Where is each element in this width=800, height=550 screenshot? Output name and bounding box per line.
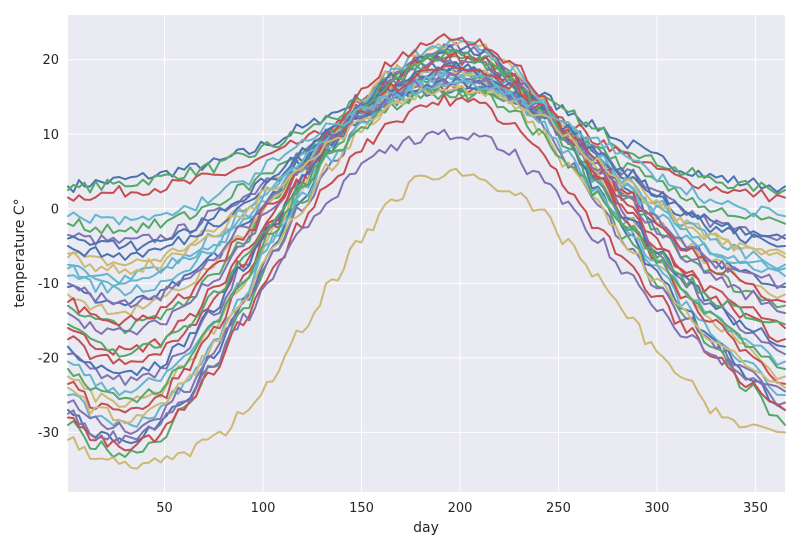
y-tick-labels: -30 -20 -10 0 10 20 [38, 53, 59, 441]
y-tick-label: 10 [42, 128, 59, 143]
series-line-33 [67, 64, 786, 327]
series-line-28 [67, 128, 786, 445]
y-tick-label: -30 [38, 426, 59, 441]
x-tick-label: 50 [156, 501, 173, 516]
x-axis-label: day [413, 520, 439, 536]
x-tick-label: 100 [251, 501, 276, 516]
series-line-29 [67, 167, 786, 470]
x-tick-label: 200 [448, 501, 473, 516]
y-axis-label: temperature C° [12, 198, 28, 307]
series-line-26 [67, 86, 786, 358]
y-tick-label: -20 [38, 351, 59, 366]
x-tick-label: 300 [645, 501, 670, 516]
series-line-32 [67, 49, 786, 404]
x-tick-label: 250 [546, 501, 571, 516]
series-line-24 [67, 72, 786, 397]
series-line-35 [67, 84, 786, 275]
y-tick-label: 0 [51, 202, 59, 217]
x-tick-label: 350 [743, 501, 768, 516]
y-tick-label: -10 [38, 277, 59, 292]
series-line-27 [67, 94, 786, 452]
y-tick-label: 20 [42, 53, 59, 68]
x-tick-label: 150 [349, 501, 374, 516]
series-line-22 [67, 68, 786, 435]
series-line-14 [67, 48, 786, 459]
x-tick-labels: 50 100 150 200 250 300 350 [156, 501, 768, 516]
series-line-25 [67, 61, 786, 377]
series-line-36 [67, 79, 786, 226]
series-lines [67, 33, 786, 470]
